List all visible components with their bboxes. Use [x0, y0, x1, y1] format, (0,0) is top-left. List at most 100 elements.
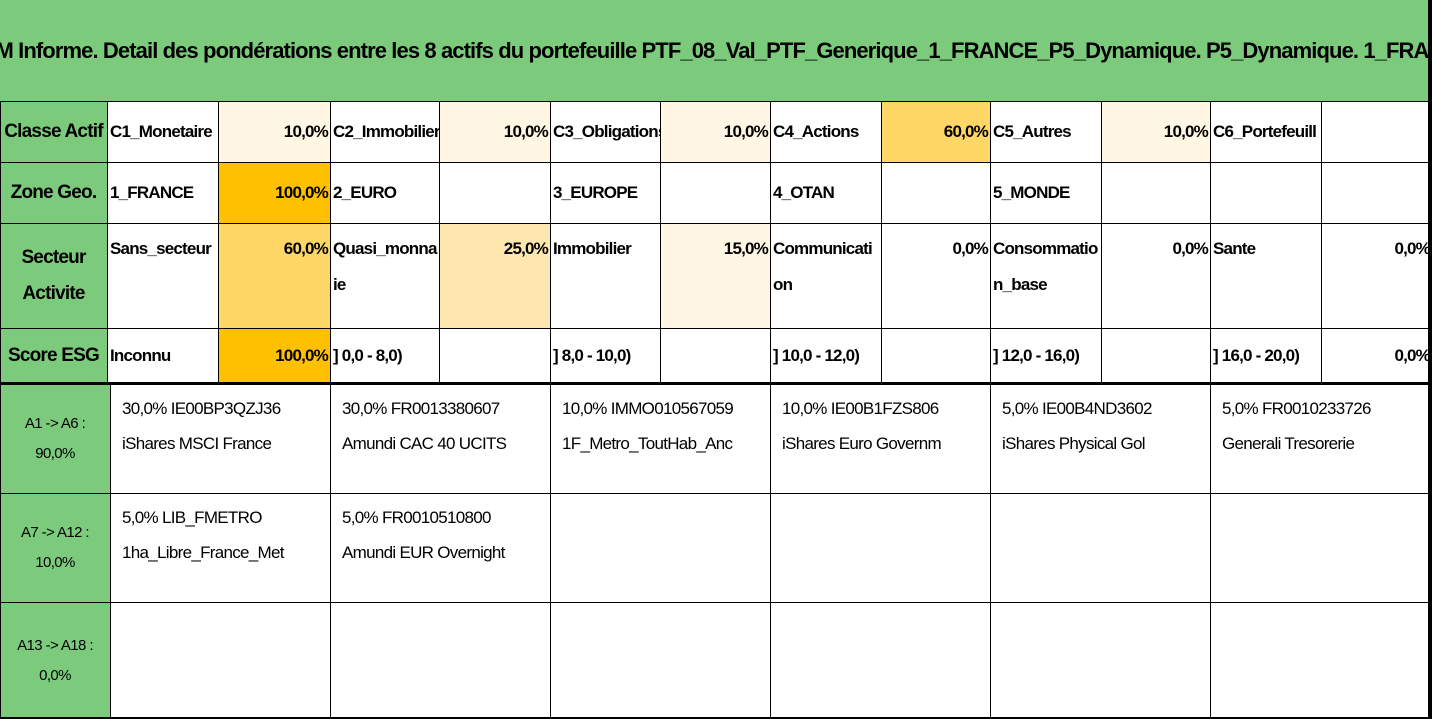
asset-cell: 5,0% FR0010510800 Amundi EUR Overnight	[330, 493, 550, 602]
weight-value	[660, 328, 770, 384]
weight-value: 0,0%	[881, 223, 990, 328]
category-name: Sante	[1213, 239, 1256, 258]
grid-line	[881, 101, 882, 383]
asset-cell: 10,0% IE00B1FZS806 iShares Euro Governm	[770, 384, 990, 493]
grid-line	[660, 101, 661, 383]
category-name: C2_Immobilier	[333, 121, 439, 141]
grid-line	[990, 384, 991, 719]
asset-weight-isin: 5,0% IE00B4ND3602	[1002, 399, 1152, 418]
grid-line	[0, 101, 1432, 102]
row-header: Score ESG	[0, 328, 107, 384]
grid-line	[1428, 101, 1432, 383]
asset-group-header: A7 -> A12 : 10,0%	[0, 493, 110, 602]
grid-line	[770, 384, 771, 719]
asset-label: 1ha_Libre_France_Met	[122, 543, 284, 562]
weight-value: 100,0%	[218, 162, 330, 223]
grid-line	[0, 384, 1, 719]
asset-group-total: 90,0%	[35, 444, 75, 462]
grid-line	[1210, 101, 1211, 383]
asset-weight-isin: 5,0% FR0010510800	[342, 508, 491, 527]
asset-cell: 5,0% LIB_FMETRO 1ha_Libre_France_Met	[110, 493, 330, 602]
weight-value: 10,0%	[1101, 101, 1210, 162]
category-name: 4_OTAN	[773, 182, 835, 202]
row-header: Zone Geo.	[0, 162, 107, 223]
grid-line	[330, 101, 331, 383]
weight-value: 60,0%	[218, 223, 330, 328]
grid-line	[550, 384, 551, 719]
weight-value: 15,0%	[660, 223, 770, 328]
asset-cell	[1210, 493, 1432, 602]
category-name: ] 10,0 - 12,0)	[773, 346, 860, 365]
grid-line	[0, 162, 1432, 163]
category-name: Inconnu	[110, 346, 171, 365]
weight-value	[1101, 162, 1210, 223]
asset-cell	[110, 602, 330, 719]
asset-cell	[550, 602, 770, 719]
grid-line	[218, 101, 219, 383]
asset-cell	[990, 602, 1210, 719]
asset-cell: 10,0% IMMO010567059 1F_Metro_ToutHab_Anc	[550, 384, 770, 493]
grid-line	[0, 602, 1432, 603]
category-name: ] 0,0 - 8,0)	[333, 346, 403, 365]
weight-value: 10,0%	[439, 101, 550, 162]
asset-cell	[330, 602, 550, 719]
asset-range: A7 -> A12 :	[20, 523, 90, 541]
grid-line	[1321, 101, 1322, 383]
report-title: ADAM Informe. Detail des pondérations en…	[0, 0, 1432, 101]
asset-weight-isin: 10,0% IMMO010567059	[562, 399, 734, 418]
asset-weight-isin: 30,0% FR0013380607	[342, 399, 500, 418]
weight-value: 0,0%	[1321, 223, 1432, 328]
asset-label: Amundi CAC 40 UCITS	[342, 434, 507, 453]
grid-line	[110, 384, 111, 719]
grid-line	[1428, 384, 1432, 719]
asset-cell	[1210, 602, 1432, 719]
category-name: 2_EURO	[333, 182, 397, 202]
asset-group-total: 0,0%	[39, 666, 71, 684]
row-header: Classe Actif	[0, 101, 107, 162]
category-name: C4_Actions	[773, 121, 859, 141]
category-name: 1_FRANCE	[110, 182, 194, 202]
asset-range: A1 -> A6 :	[24, 414, 86, 432]
asset-cell: 5,0% IE00B4ND3602 iShares Physical Gol	[990, 384, 1210, 493]
grid-line	[0, 717, 1432, 719]
category-name: ] 16,0 - 20,0)	[1213, 346, 1300, 365]
grid-line	[0, 328, 1432, 329]
category-name: Consommation_base	[993, 239, 1098, 294]
weight-value	[1321, 101, 1432, 162]
asset-label: Amundi EUR Overnight	[342, 543, 505, 562]
category-name: ] 12,0 - 16,0)	[993, 346, 1080, 365]
weight-value: 60,0%	[881, 101, 990, 162]
row-header: Secteur Activite	[0, 223, 107, 328]
weight-value: 10,0%	[660, 101, 770, 162]
category-name: ] 8,0 - 10,0)	[553, 346, 631, 365]
weight-value: 25,0%	[439, 223, 550, 328]
weight-value: 10,0%	[218, 101, 330, 162]
weight-value: 100,0%	[218, 328, 330, 384]
grid-line	[1101, 101, 1102, 383]
grid-line	[0, 101, 1, 383]
grid-line	[1210, 384, 1211, 719]
category-name: Sans_secteur	[110, 239, 212, 258]
asset-cell: 30,0% IE00BP3QZJ36 iShares MSCI France	[110, 384, 330, 493]
grid-line	[0, 223, 1432, 224]
grid-line	[439, 101, 440, 383]
grid-line	[107, 101, 108, 383]
category-name: Communication	[773, 239, 873, 294]
asset-label: Generali Tresorerie	[1222, 434, 1355, 453]
asset-label: iShares MSCI France	[122, 434, 272, 453]
grid-line	[990, 101, 991, 383]
weight-value	[439, 162, 550, 223]
grid-line	[330, 384, 331, 719]
asset-label: 1F_Metro_ToutHab_Anc	[562, 434, 733, 453]
weight-value: 0,0%	[1321, 328, 1432, 384]
category-name: Immobilier	[553, 239, 632, 258]
weight-value	[1101, 328, 1210, 384]
asset-group-header: A1 -> A6 : 90,0%	[0, 384, 110, 493]
asset-cell	[550, 493, 770, 602]
category-name: C6_Portefeuill	[1213, 121, 1317, 141]
asset-weight-isin: 5,0% LIB_FMETRO	[122, 508, 262, 527]
category-name: C3_Obligations	[553, 121, 660, 141]
grid-line	[770, 101, 771, 383]
asset-label: iShares Physical Gol	[1002, 434, 1146, 453]
